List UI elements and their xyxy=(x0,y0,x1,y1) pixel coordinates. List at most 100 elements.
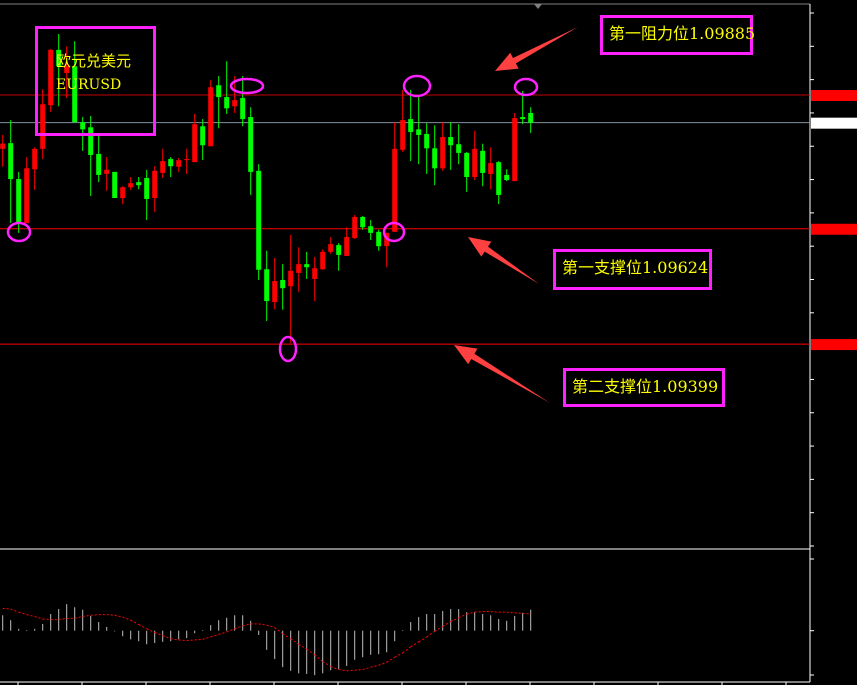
candle-body xyxy=(304,264,310,268)
support-1-label: 第一支撑位1.09624 xyxy=(553,249,712,290)
signal-line-segment xyxy=(234,625,243,630)
candle-body xyxy=(192,124,198,163)
signal-line-segment xyxy=(282,633,291,640)
candle-body xyxy=(224,97,230,109)
candle-body xyxy=(400,120,406,150)
candle-body xyxy=(96,153,102,175)
signal-line-segment xyxy=(506,611,515,614)
candle-body xyxy=(32,148,38,170)
signal-line-segment xyxy=(274,627,284,635)
candle-body xyxy=(8,143,14,180)
candle-body xyxy=(24,168,30,224)
signal-line-segment xyxy=(146,628,155,634)
highlight-ellipse xyxy=(402,74,432,98)
candle-body xyxy=(368,226,374,233)
candle-body xyxy=(208,87,214,147)
candle-body xyxy=(360,216,366,228)
candle-body xyxy=(0,143,6,149)
signal-line-segment xyxy=(330,666,339,671)
signal-line-segment xyxy=(362,666,371,671)
signal-line-segment xyxy=(354,669,363,671)
signal-line-segment xyxy=(258,623,267,626)
candle-body xyxy=(88,127,94,155)
signal-line-segment xyxy=(370,664,379,668)
signal-line-segment xyxy=(10,608,19,613)
signal-line-segment xyxy=(522,612,531,615)
resistance-1-label: 第一阻力位1.09885 xyxy=(600,15,755,55)
candle-body xyxy=(488,163,494,174)
candle-body xyxy=(168,159,174,167)
signal-line-segment xyxy=(26,614,35,617)
signal-line-segment xyxy=(314,654,324,662)
arrow-icon xyxy=(468,237,539,284)
arrow-icon xyxy=(495,27,578,71)
candle-body xyxy=(296,264,302,273)
symbol-label-box: 欧元兑美元 EURUSD xyxy=(35,26,156,136)
candle-body xyxy=(136,182,142,186)
signal-line-segment xyxy=(210,633,219,638)
signal-line-segment xyxy=(82,614,91,617)
candle-body xyxy=(416,129,422,135)
signal-line-segment xyxy=(122,616,131,621)
candle-body xyxy=(280,280,286,289)
candle-body xyxy=(144,178,150,200)
signal-line-segment xyxy=(322,661,331,667)
candle-body xyxy=(504,174,510,181)
candle-body xyxy=(328,244,334,252)
highlight-ellipse xyxy=(513,77,539,97)
candle-body xyxy=(344,236,350,256)
symbol-name: EURUSD xyxy=(56,77,122,93)
candle-body xyxy=(448,137,454,146)
current-price-tag xyxy=(811,117,857,129)
level-price-tag xyxy=(811,90,857,101)
signal-line-segment xyxy=(226,628,235,633)
signal-line-segment xyxy=(42,618,51,621)
signal-line-segment xyxy=(514,612,523,614)
signal-line-segment xyxy=(346,669,355,672)
candle-body xyxy=(232,100,238,107)
signal-line-segment xyxy=(162,635,171,640)
signal-line-segment xyxy=(490,611,499,613)
candle-body xyxy=(56,49,62,67)
signal-line-segment xyxy=(338,669,347,672)
candle-body xyxy=(104,169,110,174)
signal-line-segment xyxy=(138,624,147,630)
candle-body xyxy=(80,122,86,130)
candle-body xyxy=(464,152,470,177)
signal-line-segment xyxy=(290,638,299,645)
candle-body xyxy=(176,160,182,167)
candle-body xyxy=(240,98,246,120)
candle-body xyxy=(200,126,206,146)
signal-line-segment xyxy=(178,639,187,642)
signal-line-segment xyxy=(242,623,251,627)
signal-line-segment xyxy=(114,614,123,618)
signal-line-segment xyxy=(130,619,139,625)
support-2-label: 第二支撑位1.09399 xyxy=(563,368,725,407)
candle-body xyxy=(64,66,70,73)
candle-body xyxy=(160,161,166,173)
level-price-tag xyxy=(811,223,857,235)
candle-body xyxy=(424,133,430,149)
signal-line-segment xyxy=(418,636,427,643)
candle-body xyxy=(248,117,254,172)
signal-line-segment xyxy=(194,638,203,641)
candle-body xyxy=(320,251,326,270)
signal-line-segment xyxy=(90,614,99,616)
candle-body xyxy=(520,117,526,120)
candle-body xyxy=(408,119,414,132)
chart-shift-marker-icon xyxy=(534,4,542,9)
signal-line-segment xyxy=(442,621,451,627)
signal-line-segment xyxy=(450,617,459,622)
highlight-ellipse xyxy=(278,335,298,363)
signal-line-segment xyxy=(266,624,275,629)
signal-line-segment xyxy=(410,641,419,648)
candle-body xyxy=(72,66,78,123)
signal-line-segment xyxy=(186,639,195,642)
signal-line-segment xyxy=(202,636,211,640)
candle-body xyxy=(112,171,118,199)
symbol-name-cn: 欧元兑美元 xyxy=(56,52,132,70)
signal-line-segment xyxy=(2,607,11,610)
candle-body xyxy=(432,148,438,169)
